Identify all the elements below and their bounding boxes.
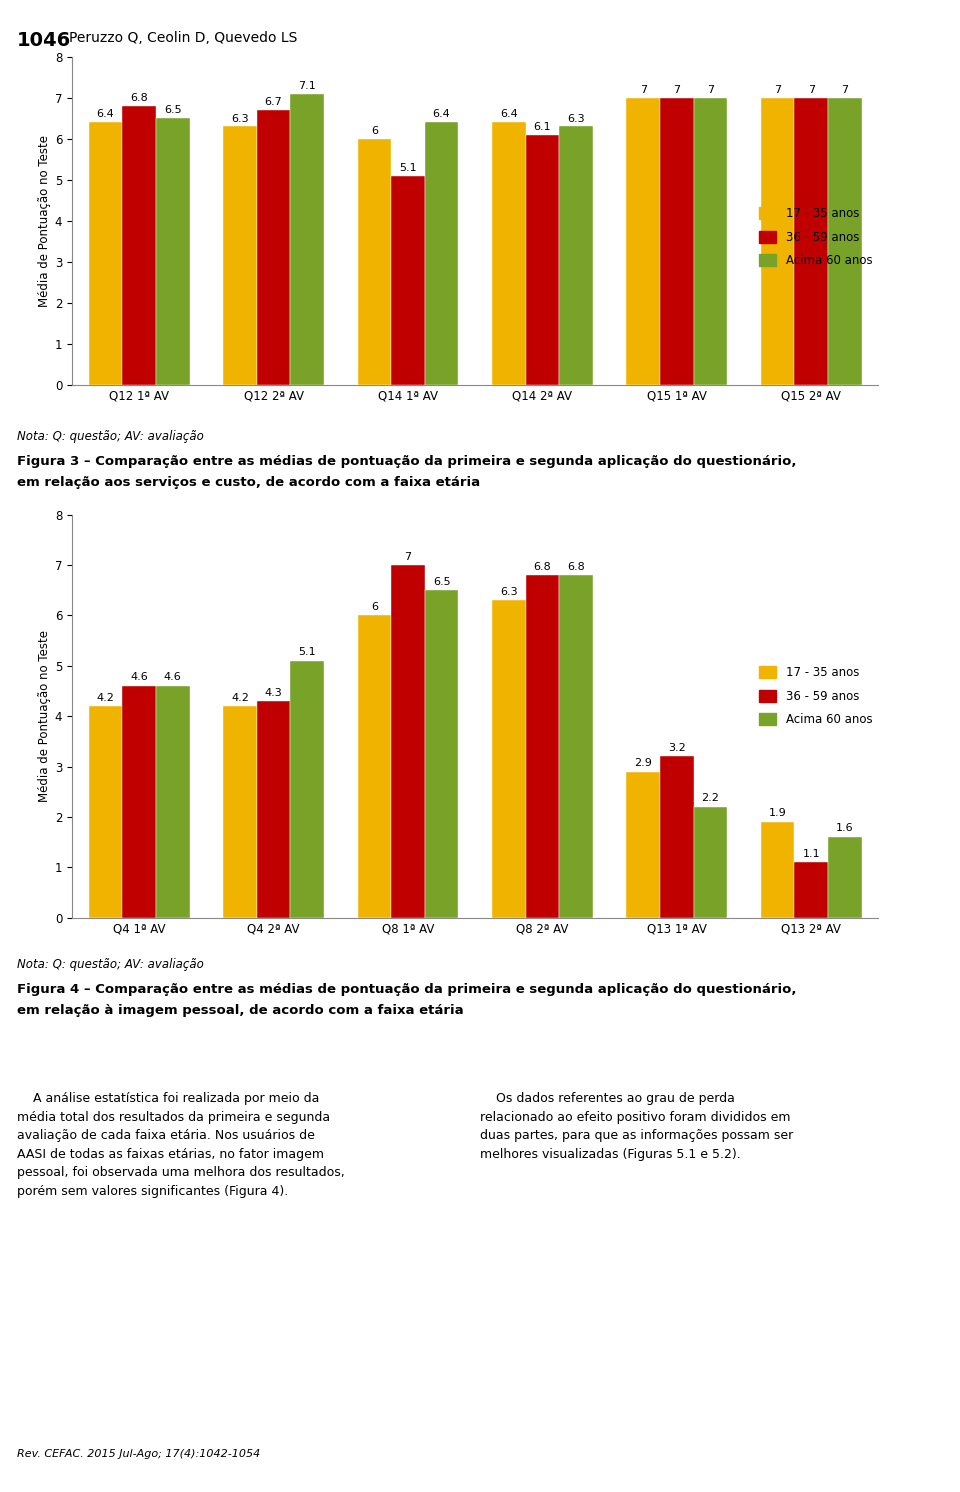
Bar xyxy=(156,118,189,385)
Bar xyxy=(559,574,592,918)
Bar xyxy=(559,127,592,385)
Text: Peruzzo Q, Ceolin D, Quevedo LS: Peruzzo Q, Ceolin D, Quevedo LS xyxy=(69,31,298,45)
Text: 4.2: 4.2 xyxy=(231,692,249,703)
Legend: 17 - 35 anos, 36 - 59 anos, Acima 60 anos: 17 - 35 anos, 36 - 59 anos, Acima 60 ano… xyxy=(758,207,873,267)
Text: 6.3: 6.3 xyxy=(231,113,249,124)
Bar xyxy=(693,807,728,918)
Text: 5.1: 5.1 xyxy=(399,163,417,173)
Text: Nota: Q: questão; AV: avaliação: Nota: Q: questão; AV: avaliação xyxy=(17,958,204,971)
Bar xyxy=(660,756,693,918)
Text: 3.2: 3.2 xyxy=(668,743,685,753)
Text: A análise estatística foi realizada por meio da
média total dos resultados da pr: A análise estatística foi realizada por … xyxy=(17,1092,345,1198)
Legend: 17 - 35 anos, 36 - 59 anos, Acima 60 anos: 17 - 35 anos, 36 - 59 anos, Acima 60 ano… xyxy=(758,665,873,727)
Y-axis label: Média de Pontuação no Teste: Média de Pontuação no Teste xyxy=(37,630,51,803)
Bar xyxy=(290,94,324,385)
Bar xyxy=(424,591,459,918)
Text: em relação à imagem pessoal, de acordo com a faixa etária: em relação à imagem pessoal, de acordo c… xyxy=(17,1004,464,1018)
Text: Nota: Q: questão; AV: avaliação: Nota: Q: questão; AV: avaliação xyxy=(17,430,204,443)
Text: 4.6: 4.6 xyxy=(164,673,181,682)
Bar xyxy=(256,701,290,918)
Bar xyxy=(794,862,828,918)
Text: Figura 3 – Comparação entre as médias de pontuação da primeira e segunda aplicaç: Figura 3 – Comparação entre as médias de… xyxy=(17,455,797,468)
Bar xyxy=(357,139,391,385)
Bar xyxy=(828,98,861,385)
Text: 7: 7 xyxy=(639,85,647,95)
Text: 6: 6 xyxy=(371,601,378,612)
Text: 1.6: 1.6 xyxy=(836,824,853,834)
Bar xyxy=(693,98,728,385)
Text: 2.2: 2.2 xyxy=(702,794,719,803)
Bar xyxy=(156,686,189,918)
Bar xyxy=(525,134,559,385)
Bar xyxy=(357,615,391,918)
Bar xyxy=(88,706,123,918)
Bar xyxy=(391,176,424,385)
Text: 6.5: 6.5 xyxy=(433,577,450,586)
Bar xyxy=(760,98,795,385)
Text: 7: 7 xyxy=(841,85,849,95)
Text: Rev. CEFAC. 2015 Jul-Ago; 17(4):1042-1054: Rev. CEFAC. 2015 Jul-Ago; 17(4):1042-105… xyxy=(17,1449,260,1459)
Bar xyxy=(223,127,256,385)
Text: 1046: 1046 xyxy=(17,31,72,51)
Text: 6.8: 6.8 xyxy=(131,93,148,103)
Bar xyxy=(123,686,156,918)
Bar xyxy=(626,771,660,918)
Bar xyxy=(256,110,290,385)
Text: 6.4: 6.4 xyxy=(97,109,114,119)
Bar xyxy=(492,122,525,385)
Bar xyxy=(525,574,559,918)
Text: Figura 4 – Comparação entre as médias de pontuação da primeira e segunda aplicaç: Figura 4 – Comparação entre as médias de… xyxy=(17,983,797,997)
Text: 7: 7 xyxy=(807,85,815,95)
Text: 7: 7 xyxy=(774,85,781,95)
Text: 6.3: 6.3 xyxy=(500,586,517,597)
Text: 6.4: 6.4 xyxy=(433,109,450,119)
Bar xyxy=(223,706,256,918)
Bar xyxy=(660,98,693,385)
Text: Os dados referentes ao grau de perda
relacionado ao efeito positivo foram dividi: Os dados referentes ao grau de perda rel… xyxy=(480,1092,793,1161)
Text: 6.1: 6.1 xyxy=(534,122,551,131)
Text: 6.8: 6.8 xyxy=(534,561,551,571)
Text: em relação aos serviços e custo, de acordo com a faixa etária: em relação aos serviços e custo, de acor… xyxy=(17,476,480,489)
Text: 1.9: 1.9 xyxy=(769,809,786,819)
Bar xyxy=(760,822,795,918)
Bar xyxy=(794,98,828,385)
Text: 6.3: 6.3 xyxy=(567,113,585,124)
Text: 7: 7 xyxy=(707,85,714,95)
Bar xyxy=(88,122,123,385)
Text: 6.8: 6.8 xyxy=(567,561,585,571)
Text: 4.3: 4.3 xyxy=(265,688,282,698)
Bar xyxy=(828,837,861,918)
Bar xyxy=(492,600,525,918)
Text: 7: 7 xyxy=(673,85,681,95)
Text: 5.1: 5.1 xyxy=(299,648,316,658)
Text: 6.7: 6.7 xyxy=(265,97,282,107)
Text: 4.6: 4.6 xyxy=(131,673,148,682)
Text: 2.9: 2.9 xyxy=(635,758,652,768)
Bar xyxy=(123,106,156,385)
Text: 4.2: 4.2 xyxy=(97,692,114,703)
Bar xyxy=(626,98,660,385)
Text: 6: 6 xyxy=(371,125,378,136)
Text: 1.1: 1.1 xyxy=(803,849,820,859)
Bar xyxy=(391,565,424,918)
Text: 7: 7 xyxy=(404,552,412,561)
Text: 7.1: 7.1 xyxy=(299,81,316,91)
Bar xyxy=(290,661,324,918)
Text: 6.5: 6.5 xyxy=(164,106,181,115)
Bar xyxy=(424,122,459,385)
Y-axis label: Média de Pontuação no Teste: Média de Pontuação no Teste xyxy=(37,134,51,307)
Text: 6.4: 6.4 xyxy=(500,109,517,119)
